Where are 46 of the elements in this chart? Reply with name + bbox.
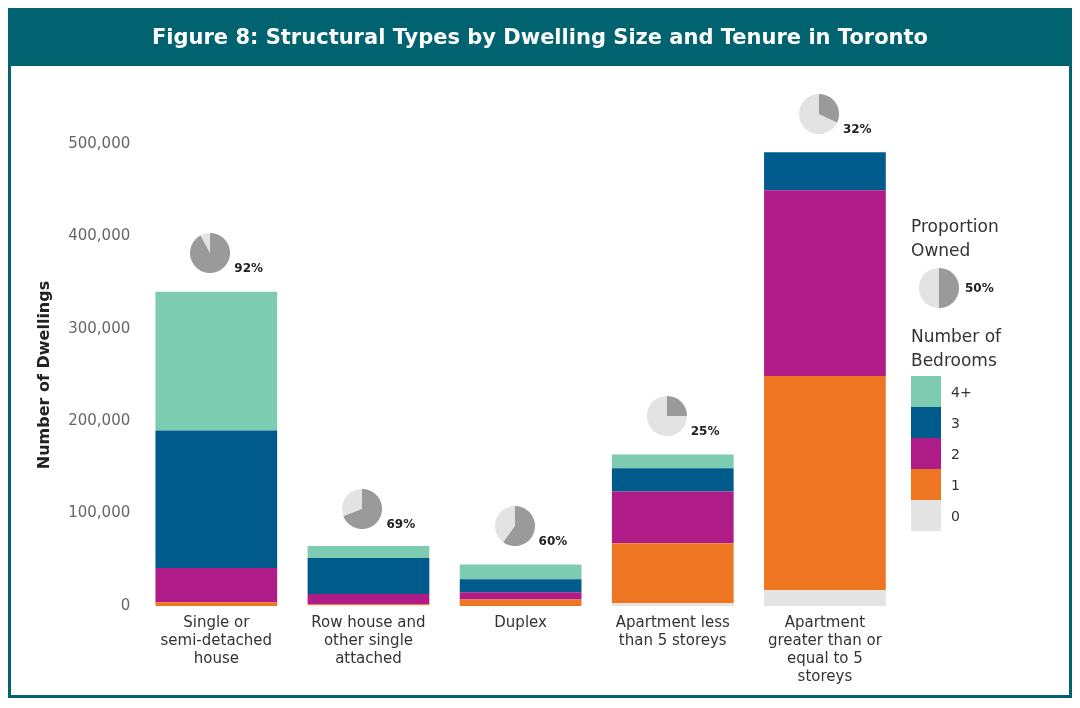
bar: [307, 545, 430, 558]
x-tick-label: Apartment less than 5 storeys: [615, 612, 730, 649]
bar: [611, 543, 734, 604]
legend-label: 2: [951, 445, 960, 462]
legend-label: 0: [951, 507, 960, 524]
y-axis-title: Number of Dwellings: [33, 280, 53, 470]
annotation: 32%: [842, 122, 872, 137]
legend-label: 4+: [951, 383, 972, 400]
y-tick-label: 400,000: [68, 226, 131, 245]
text: 50%: [965, 281, 994, 295]
legend-title: Number of Bedrooms: [911, 325, 1003, 372]
bar: [459, 579, 582, 593]
bar: [155, 291, 278, 431]
bar: [155, 602, 278, 606]
bar: [611, 454, 734, 469]
y-tick-label: 0: [120, 595, 131, 614]
bar: [764, 590, 886, 606]
y-tick-label: 200,000: [68, 411, 131, 430]
bar: [155, 568, 278, 603]
bar: [307, 557, 430, 594]
y-tick-label: 300,000: [68, 318, 131, 337]
bar: [155, 430, 278, 569]
annotation: 25%: [690, 424, 720, 439]
bar: [611, 468, 734, 492]
y-tick-label: 500,000: [68, 133, 131, 152]
bar: [764, 375, 886, 591]
legend-label: 3: [951, 414, 960, 431]
bar: [307, 593, 430, 605]
annotation: 92%: [234, 260, 264, 275]
bar: [611, 603, 734, 606]
x-tick-label: Single or semi-detached house: [160, 612, 273, 667]
bar: [459, 564, 582, 580]
y-tick-label: 100,000: [68, 503, 131, 522]
x-tick-label: Row house and other single attached: [311, 612, 426, 667]
chart-title: Figure 8: Structural Types by Dwelling Size and Tenure in Toronto: [11, 8, 1069, 66]
text: Proportion Owned: [911, 215, 1000, 262]
bar: [459, 599, 582, 606]
bar: [764, 190, 886, 376]
bar: [764, 152, 886, 191]
x-tick-label: Duplex: [494, 612, 548, 631]
bar: [459, 592, 582, 600]
x-tick-label: Apartment greater than or equal to 5 storeys: [767, 612, 883, 685]
legend-label: 1: [951, 476, 960, 493]
annotation: 69%: [386, 516, 416, 531]
bar: [611, 491, 734, 544]
annotation: 60%: [538, 534, 568, 549]
